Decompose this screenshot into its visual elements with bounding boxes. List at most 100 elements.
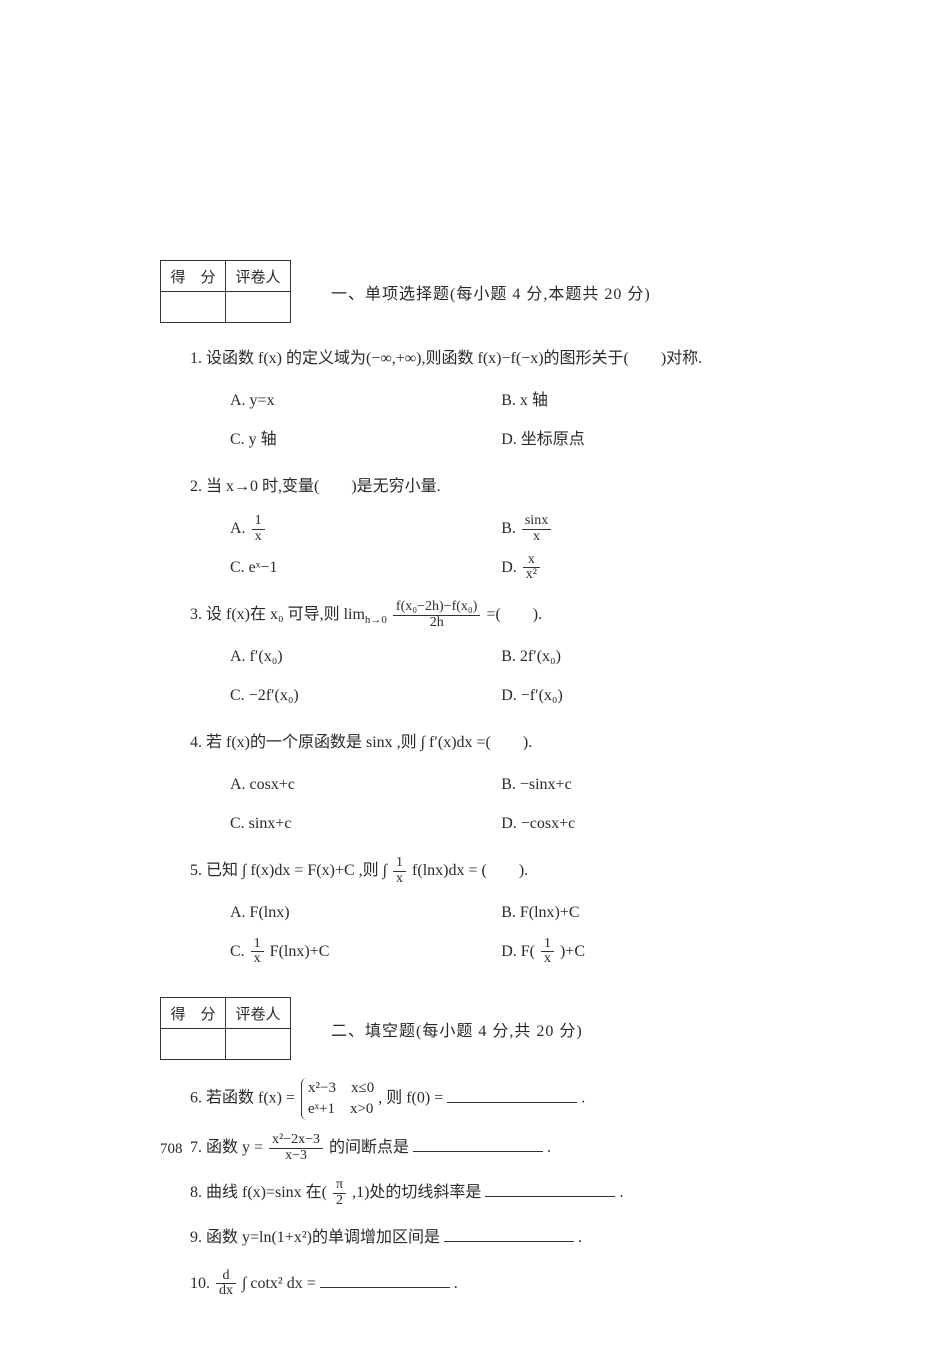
q10-end: . xyxy=(454,1275,458,1292)
score-label: 得 分 xyxy=(161,261,226,292)
q2-optC: C. eˣ−1 xyxy=(230,549,501,587)
q4-optA: A. cosx+c xyxy=(230,766,501,804)
q8-mid: ,1)处的切线斜率是 xyxy=(352,1184,485,1201)
q2D-den: x² xyxy=(523,568,540,583)
q1-options: A. y=x B. x 轴 C. y 轴 D. 坐标原点 xyxy=(230,382,795,459)
q5-optA: A. F(lnx) xyxy=(230,894,501,932)
q5D-num: 1 xyxy=(541,937,554,953)
q4-optB: B. −sinx+c xyxy=(501,766,772,804)
q5-optB: B. F(lnx)+C xyxy=(501,894,772,932)
q7-blank xyxy=(413,1133,543,1152)
q5D-pre: D. F( xyxy=(501,943,535,960)
q7-den: x−3 xyxy=(269,1149,323,1164)
q10-dden: dx xyxy=(216,1284,236,1299)
q8-lead: 8. 曲线 f(x)=sinx 在( xyxy=(190,1184,327,1201)
q2B-den: x xyxy=(522,530,551,545)
q8-blank xyxy=(485,1179,615,1198)
q5-fnum: 1 xyxy=(393,856,406,872)
q5-optD: D. F( 1x )+C xyxy=(501,933,772,971)
q8-num: π xyxy=(333,1178,346,1194)
q4-text: 4. 若 f(x)的一个原函数是 sinx ,则 ∫ f′(x)dx =( ). xyxy=(190,734,532,751)
q3-options: A. f′(x₀) B. 2f′(x₀) C. −2f′(x₀) D. −f′(… xyxy=(230,638,795,715)
q6-end: . xyxy=(581,1090,585,1107)
q6-blank xyxy=(447,1084,577,1103)
section2-title: 二、填空题(每小题 4 分,共 20 分) xyxy=(331,1017,583,1041)
q9-end: . xyxy=(578,1229,582,1246)
q4-options: A. cosx+c B. −sinx+c C. sinx+c D. −cosx+… xyxy=(230,766,795,843)
q5-fden: x xyxy=(393,872,406,887)
q3-lead: 3. 设 f(x)在 x₀ 可导,则 xyxy=(190,606,344,623)
q3-lim: lim xyxy=(344,606,365,623)
q2-optB: B. sinxx xyxy=(501,510,772,548)
q7-tail: 的间断点是 xyxy=(329,1139,413,1156)
q9-lead: 9. 函数 y=ln(1+x²)的单调增加区间是 xyxy=(190,1229,444,1246)
score-box-2: 得 分 评卷人 xyxy=(160,997,291,1060)
q3-optC: C. −2f′(x₀) xyxy=(230,677,501,715)
q5D-den: x xyxy=(541,952,554,967)
q10-mid: ∫ cotx² dx = xyxy=(242,1275,320,1292)
question-9: 9. 函数 y=ln(1+x²)的单调增加区间是 . xyxy=(190,1220,795,1255)
q5-optC: C. 1x F(lnx)+C xyxy=(230,933,501,971)
q9-blank xyxy=(444,1224,574,1243)
question-5: 5. 已知 ∫ f(x)dx = F(x)+C ,则 ∫ 1x f(lnx)dx… xyxy=(190,853,795,888)
question-7: 7. 函数 y = x²−2x−3x−3 的间断点是 . xyxy=(190,1130,795,1165)
q3-optB: B. 2f′(x₀) xyxy=(501,638,772,676)
grader-label-2: 评卷人 xyxy=(226,998,291,1029)
q10-pre: 10. xyxy=(190,1275,214,1292)
q7-end: . xyxy=(547,1139,551,1156)
q10-dnum: d xyxy=(216,1269,236,1285)
question-8: 8. 曲线 f(x)=sinx 在( π2 ,1)处的切线斜率是 . xyxy=(190,1175,795,1210)
q1-optB: B. x 轴 xyxy=(501,382,772,420)
q8-end: . xyxy=(619,1184,623,1201)
score-label-2: 得 分 xyxy=(161,998,226,1029)
q5D-post: )+C xyxy=(560,943,585,960)
section2-header: 得 分 评卷人 二、填空题(每小题 4 分,共 20 分) xyxy=(160,997,795,1060)
question-4: 4. 若 f(x)的一个原函数是 sinx ,则 ∫ f′(x)dx =( ). xyxy=(190,725,795,760)
exam-page: 得 分 评卷人 一、单项选择题(每小题 4 分,本题共 20 分) 1. 设函数… xyxy=(0,0,945,1347)
q3-optD: D. −f′(x₀) xyxy=(501,677,772,715)
section1-header: 得 分 评卷人 一、单项选择题(每小题 4 分,本题共 20 分) xyxy=(160,260,795,323)
q5C-den: x xyxy=(251,952,264,967)
q3-num: f(x₀−2h)−f(x₀) xyxy=(393,600,481,616)
q4-optC: C. sinx+c xyxy=(230,805,501,843)
q2B-num: sinx xyxy=(522,514,551,530)
q5-options: A. F(lnx) B. F(lnx)+C C. 1x F(lnx)+C D. … xyxy=(230,894,795,971)
q10-blank xyxy=(320,1269,450,1288)
q2-text: 2. 当 x→0 时,变量( )是无穷小量. xyxy=(190,478,441,495)
q2D-num: x xyxy=(523,553,540,569)
q6-row1: x²−3 x≤0 xyxy=(308,1080,374,1096)
q1-optD: D. 坐标原点 xyxy=(501,421,772,459)
q4-optD: D. −cosx+c xyxy=(501,805,772,843)
q5C-num: 1 xyxy=(251,937,264,953)
question-1: 1. 设函数 f(x) 的定义域为(−∞,+∞),则函数 f(x)−f(−x)的… xyxy=(190,341,795,376)
q6-brace: x²−3 x≤0 eˣ+1 x>0 xyxy=(301,1078,374,1120)
q3-den: 2h xyxy=(393,616,481,631)
q3-tail: =( ). xyxy=(486,606,542,623)
score-box-1: 得 分 评卷人 xyxy=(160,260,291,323)
q6-row2: eˣ+1 x>0 xyxy=(308,1101,373,1117)
q1-optA: A. y=x xyxy=(230,382,501,420)
q5-lead: 5. 已知 ∫ f(x)dx = F(x)+C ,则 ∫ xyxy=(190,862,391,879)
grader-cell-2 xyxy=(226,1029,291,1060)
question-10: 10. ddx ∫ cotx² dx = . xyxy=(190,1266,795,1301)
section1-title: 一、单项选择题(每小题 4 分,本题共 20 分) xyxy=(331,280,651,304)
score-cell xyxy=(161,292,226,323)
q2-options: A. 1x B. sinxx C. eˣ−1 D. xx² xyxy=(230,510,795,587)
score-cell-2 xyxy=(161,1029,226,1060)
q8-den: 2 xyxy=(333,1194,346,1209)
q7-num: x²−2x−3 xyxy=(269,1133,323,1149)
q2-optD: D. xx² xyxy=(501,549,772,587)
q3-lim-sub: h→0 xyxy=(365,614,387,626)
q3-optA: A. f′(x₀) xyxy=(230,638,501,676)
q2-optA: A. 1x xyxy=(230,510,501,548)
question-2: 2. 当 x→0 时,变量( )是无穷小量. xyxy=(190,469,795,504)
q5-tail: f(lnx)dx = ( ). xyxy=(412,862,528,879)
q7-lead: 7. 函数 y = xyxy=(190,1139,267,1156)
q2A-num: 1 xyxy=(252,514,265,530)
grader-label: 评卷人 xyxy=(226,261,291,292)
q6-lead: 6. 若函数 f(x) = xyxy=(190,1090,299,1107)
page-number: 708 xyxy=(160,1141,183,1158)
q5C-post: F(lnx)+C xyxy=(270,943,330,960)
q6-tail: , 则 f(0) = xyxy=(378,1090,447,1107)
q5C-pre: C. xyxy=(230,943,249,960)
